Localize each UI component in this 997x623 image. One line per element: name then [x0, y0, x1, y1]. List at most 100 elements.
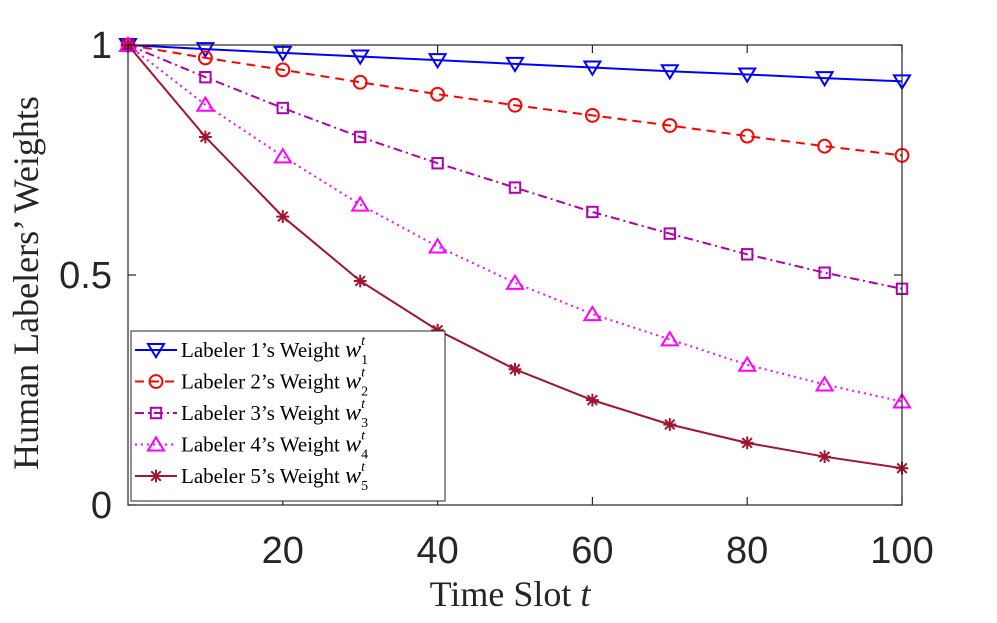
legend-label-name: Labeler 5’s Weight	[181, 464, 345, 488]
series-1-line	[127, 44, 903, 83]
legend-label-name: Labeler 4’s Weight	[181, 433, 345, 457]
x-axis-title-variable: t	[580, 574, 591, 614]
series-2-point	[352, 74, 368, 90]
legend-marker	[149, 406, 163, 420]
series-2-point	[198, 50, 213, 66]
legend-label: Labeler 5’s Weight w5 t	[181, 460, 368, 494]
legend-box	[130, 330, 446, 502]
legend-label-name: Labeler 3’s Weight	[181, 401, 345, 425]
legend-entry-3: Labeler 3’s Weight w3 t	[135, 397, 368, 431]
series-4-point	[814, 375, 835, 392]
legend-label-superscript: t	[361, 334, 366, 349]
series-1-point	[737, 67, 757, 84]
series-5-point	[353, 274, 367, 288]
series-5-point	[586, 393, 599, 407]
series-1-point	[660, 64, 680, 81]
legend-label: Labeler 1’s Weight w1 t	[181, 334, 368, 368]
series-2-point	[585, 107, 600, 123]
legend-marker	[146, 343, 166, 360]
series-4-point	[195, 95, 216, 112]
legend-label-superscript: t	[361, 460, 366, 475]
series-5-point	[508, 362, 522, 376]
series-3-point	[741, 248, 754, 261]
y-tick-label: 0	[91, 485, 112, 527]
series-4-point	[350, 195, 370, 212]
series-3-point	[586, 205, 599, 219]
x-tick-label: 80	[726, 530, 768, 572]
series-2-line	[127, 44, 903, 157]
legend-label-name: Labeler 1’s Weight	[181, 338, 345, 362]
legend-marker	[146, 435, 166, 452]
legend-label-subscript: 3	[361, 416, 368, 431]
series-5-point	[740, 436, 754, 450]
x-axis-title-text: Time Slot	[430, 574, 572, 614]
legend-label-symbol: w	[345, 432, 361, 458]
series-2-point	[275, 62, 291, 78]
legend-label-symbol: w	[345, 337, 361, 363]
legend-label-symbol: w	[345, 463, 361, 489]
series-1-point	[427, 53, 448, 70]
series-4-point	[737, 355, 757, 372]
axes: 20 40 60 80 100 0 0.5 1	[59, 25, 934, 572]
legend-entry-2: Labeler 2’s Weight w2 t	[135, 366, 368, 400]
y-axis-title: Human Labelers’ Weights	[6, 96, 46, 470]
y-tick-label: 1	[91, 25, 112, 67]
x-tick-label: 100	[870, 530, 933, 572]
y-tick-label: 0.5	[59, 255, 112, 297]
series-3-point	[818, 266, 831, 279]
series-4-point	[273, 147, 293, 164]
series-5-point	[663, 418, 677, 431]
series-5-point	[431, 323, 444, 337]
series-1-point	[582, 60, 603, 77]
legend-label: Labeler 2’s Weight w2 t	[181, 366, 368, 400]
series-5-point	[199, 130, 212, 144]
series-4-point	[427, 237, 448, 254]
legend-label: Labeler 3’s Weight w3 t	[181, 397, 368, 431]
legend-label: Labeler 4’s Weight w4 t	[181, 429, 368, 463]
legend-label-subscript: 4	[361, 448, 368, 463]
series-5-point	[276, 210, 290, 223]
series-1-point	[505, 56, 525, 73]
series-3-point	[663, 227, 676, 240]
legend-label-superscript: t	[361, 366, 366, 381]
x-tick-label: 60	[571, 530, 613, 572]
legend-marker	[148, 374, 164, 389]
series-3	[121, 38, 909, 296]
series-2-point	[430, 86, 446, 102]
legend-label-subscript: 2	[361, 385, 368, 400]
series-3-point	[276, 101, 290, 115]
series-2-point	[662, 118, 678, 133]
legend-label-symbol: w	[345, 369, 361, 395]
legend-label-superscript: t	[361, 397, 366, 412]
legend-marker	[149, 469, 163, 483]
series-3-point	[199, 71, 212, 84]
series-2-point	[507, 97, 523, 113]
series-3-point	[354, 130, 367, 144]
series-3-line	[127, 44, 903, 290]
series-4-point	[582, 304, 603, 322]
series-4-point	[660, 330, 680, 347]
series-4	[118, 35, 912, 409]
legend-entry-4: Labeler 4’s Weight w4 t	[135, 429, 368, 463]
legend-label-superscript: t	[361, 429, 366, 444]
x-tick-label: 20	[262, 530, 304, 572]
legend-entry-5: Labeler 5’s Weight w5 t	[135, 460, 368, 494]
x-axis-title: Time Slot t	[430, 574, 592, 614]
legend-label-subscript: 1	[361, 353, 368, 368]
series-5-point	[818, 450, 831, 464]
series-1-point	[195, 42, 216, 59]
series-1-point	[814, 71, 835, 88]
series-2-point	[817, 138, 832, 154]
legend-label-symbol: w	[345, 400, 361, 426]
x-tick-label: 40	[416, 530, 458, 572]
series-1-point	[350, 49, 370, 66]
series-3-point	[508, 181, 522, 194]
legend-label-name: Labeler 2’s Weight	[181, 370, 345, 394]
series-2-point	[739, 128, 755, 144]
legend-entry-1: Labeler 1’s Weight w1 t	[135, 334, 368, 368]
series-4-point	[505, 273, 525, 290]
series-3-point	[431, 157, 444, 170]
legend-label-subscript: 5	[361, 479, 368, 494]
